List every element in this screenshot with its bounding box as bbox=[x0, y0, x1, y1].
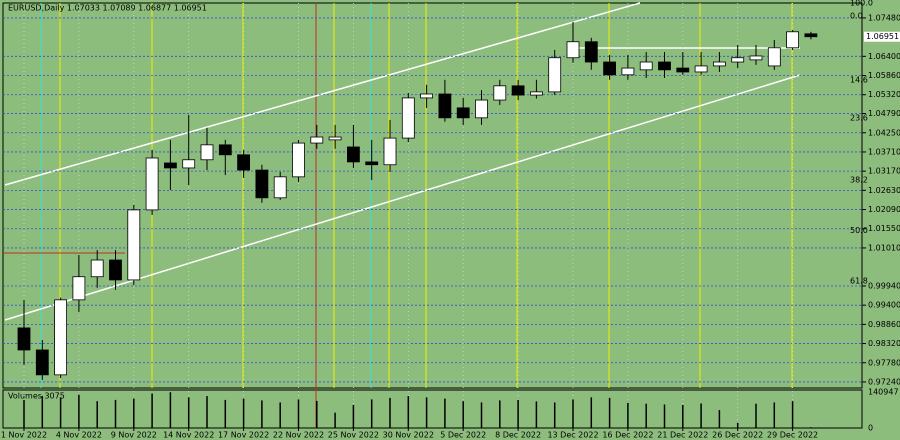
y-tick-label: 0.98860 bbox=[868, 320, 900, 329]
candle-body bbox=[72, 276, 86, 301]
fib-label: 100.0 bbox=[850, 0, 873, 7]
y-tick-label: 1.05860 bbox=[868, 71, 900, 80]
candle-body bbox=[456, 107, 470, 119]
candle-body bbox=[676, 67, 690, 73]
x-tick-label: 1 Nov 2022 bbox=[1, 431, 47, 440]
candle-body bbox=[658, 61, 671, 71]
candle-body bbox=[218, 144, 232, 156]
x-tick-label: 9 Nov 2022 bbox=[111, 431, 157, 440]
candle-body bbox=[273, 176, 287, 199]
candle-body bbox=[584, 41, 598, 63]
x-tick-label: 17 Nov 2022 bbox=[218, 431, 269, 440]
fib-label: 14.6 bbox=[850, 75, 868, 84]
candle-body bbox=[109, 259, 122, 281]
candle-body bbox=[346, 146, 360, 163]
chart-title: EURUSD,Daily 1.07033 1.07089 1.06877 1.0… bbox=[8, 4, 207, 13]
x-tick-label: 21 Dec 2022 bbox=[657, 431, 708, 440]
price-label-box bbox=[864, 31, 900, 42]
candle-body bbox=[255, 169, 269, 199]
x-tick-label: 22 Nov 2022 bbox=[273, 431, 324, 440]
y-tick-label: 0.98320 bbox=[868, 339, 900, 348]
candle-body bbox=[713, 61, 726, 67]
y-tick-label: 0.99940 bbox=[868, 281, 900, 290]
candle-body bbox=[511, 85, 525, 96]
y-tick-label: 1.03170 bbox=[868, 167, 900, 176]
candle-body bbox=[530, 91, 543, 96]
candle-body bbox=[603, 61, 616, 76]
candle-body bbox=[163, 162, 177, 169]
volume-pane bbox=[2, 389, 863, 429]
candle-body bbox=[17, 327, 31, 351]
x-tick-label: 13 Dec 2022 bbox=[547, 431, 598, 440]
y-tick-label: 0.97240 bbox=[868, 377, 900, 386]
fib-label: 38.2 bbox=[850, 175, 868, 184]
volume-tick-label: 0 bbox=[868, 424, 873, 433]
candle-body bbox=[767, 47, 781, 67]
candle-body bbox=[420, 93, 434, 99]
channel-line bbox=[4, 2, 641, 186]
candle-body bbox=[35, 349, 49, 376]
y-tick-label: 0.97780 bbox=[868, 358, 900, 367]
volume-tick-label: 140947 bbox=[868, 388, 899, 397]
candle-body bbox=[90, 259, 104, 278]
volume-title: Volumes 3075 bbox=[8, 392, 65, 401]
candle-body bbox=[383, 137, 397, 166]
x-tick-label: 5 Dec 2022 bbox=[440, 431, 486, 440]
candle-body bbox=[127, 209, 141, 281]
x-tick-label: 30 Nov 2022 bbox=[383, 431, 434, 440]
candle-body bbox=[365, 161, 379, 166]
fib-label: 61.8 bbox=[850, 276, 868, 285]
candle-body bbox=[438, 93, 452, 119]
x-tick-label: 14 Nov 2022 bbox=[163, 431, 214, 440]
y-tick-label: 1.02630 bbox=[868, 186, 900, 195]
x-tick-label: 4 Nov 2022 bbox=[56, 431, 102, 440]
candle-body bbox=[621, 67, 635, 76]
x-tick-label: 29 Dec 2022 bbox=[767, 431, 818, 440]
candle-body bbox=[493, 85, 507, 101]
candle-body bbox=[548, 57, 562, 93]
candle-body bbox=[145, 157, 159, 211]
session-lines bbox=[3, 3, 793, 428]
y-tick-label: 1.06400 bbox=[868, 52, 900, 61]
candle-body bbox=[694, 65, 708, 73]
candle-body bbox=[401, 97, 415, 139]
y-tick-label: 1.01550 bbox=[868, 224, 900, 233]
candle-body bbox=[310, 136, 324, 144]
x-tick-label: 26 Dec 2022 bbox=[712, 431, 763, 440]
candle-body bbox=[749, 55, 763, 61]
x-tick-label: 25 Nov 2022 bbox=[328, 431, 379, 440]
candle-body bbox=[182, 159, 196, 169]
candle-body bbox=[200, 144, 214, 161]
y-tick-label: 1.04250 bbox=[868, 128, 900, 137]
y-tick-label: 1.05320 bbox=[868, 90, 900, 99]
y-tick-label: 1.04790 bbox=[868, 109, 900, 118]
y-tick-label: 1.03710 bbox=[868, 147, 900, 156]
y-tick-label: 1.07480 bbox=[868, 13, 900, 22]
candle-body bbox=[328, 136, 342, 141]
candle-body bbox=[639, 61, 653, 71]
fib-label: 23.6 bbox=[850, 114, 868, 123]
candle-body bbox=[475, 99, 488, 119]
fib-label: 50.0 bbox=[850, 226, 868, 235]
candle-body bbox=[566, 41, 580, 59]
price-pane bbox=[2, 2, 863, 389]
candle-body bbox=[292, 142, 305, 178]
candle-body bbox=[237, 154, 251, 171]
y-tick-label: 0.99400 bbox=[868, 301, 900, 310]
candle-body bbox=[731, 57, 745, 63]
y-tick-label: 1.02090 bbox=[868, 205, 900, 214]
x-tick-label: 16 Dec 2022 bbox=[602, 431, 653, 440]
candle-body bbox=[786, 31, 799, 49]
y-tick-label: 1.01010 bbox=[868, 243, 900, 252]
x-tick-label: 8 Dec 2022 bbox=[495, 431, 541, 440]
candle-body bbox=[804, 33, 818, 38]
fib-label: 0.0 bbox=[850, 11, 863, 20]
price-label: 1.06951 bbox=[866, 32, 899, 41]
candle-body bbox=[54, 299, 67, 376]
